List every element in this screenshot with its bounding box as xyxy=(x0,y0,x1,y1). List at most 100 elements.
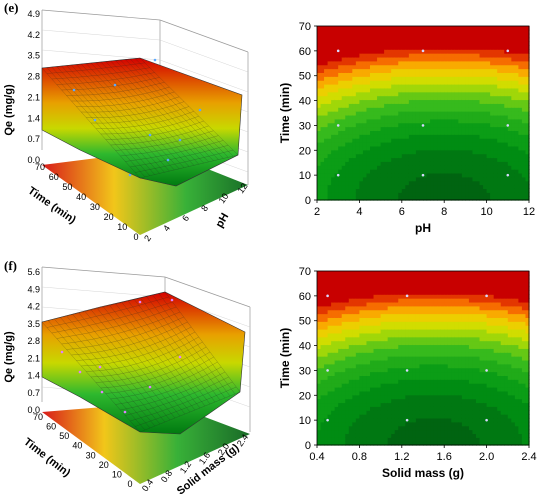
contour-cell xyxy=(454,145,459,151)
contour-cell xyxy=(451,134,456,139)
contour-cell xyxy=(380,76,385,81)
contour-cell xyxy=(423,309,428,315)
contour-cell xyxy=(394,161,399,166)
contour-cell xyxy=(419,359,424,365)
z-tick-label: 0.0 xyxy=(27,155,40,165)
contour-cell xyxy=(391,305,396,311)
contour-cell xyxy=(465,41,470,46)
contour-cell xyxy=(444,80,449,85)
contour-cell xyxy=(320,367,325,373)
contour-cell xyxy=(472,184,477,189)
contour-cell xyxy=(525,103,530,108)
contour-cell xyxy=(401,309,406,315)
contour-cell xyxy=(348,309,353,315)
contour-cell xyxy=(331,138,336,143)
contour-cell xyxy=(423,49,428,54)
contour-cell xyxy=(412,161,417,166)
contour-cell xyxy=(412,80,417,85)
contour-cell xyxy=(468,375,474,380)
time-tick-label: 30 xyxy=(90,202,100,212)
contour-cell xyxy=(370,421,375,427)
contour-cell xyxy=(373,37,378,43)
contour-cell xyxy=(504,37,509,43)
contour-cell xyxy=(380,68,385,73)
contour-cell xyxy=(412,149,417,155)
contour-cell xyxy=(324,184,329,189)
contour-cell xyxy=(398,375,403,380)
contour-cell xyxy=(334,45,339,50)
contour-cell xyxy=(405,161,410,166)
contour-cell xyxy=(384,53,389,58)
contour-cell xyxy=(426,282,431,288)
contour-cell xyxy=(444,111,449,116)
contour-cell xyxy=(324,118,329,124)
contour-cell xyxy=(384,126,389,131)
contour-cell xyxy=(493,107,498,112)
contour-cell xyxy=(440,169,445,174)
contour-cell xyxy=(451,437,456,442)
contour-cell xyxy=(461,375,466,380)
contour-cell xyxy=(387,134,392,139)
contour-cell xyxy=(359,33,364,39)
contour-cell xyxy=(514,145,519,151)
contour-cell xyxy=(514,126,519,131)
contour-cell xyxy=(394,111,399,116)
contour-cell xyxy=(334,406,339,411)
contour-cell xyxy=(384,149,389,155)
contour-cell xyxy=(405,402,410,407)
contour-cell xyxy=(419,184,424,189)
contour-cell xyxy=(433,278,438,284)
contour-cell xyxy=(348,352,353,357)
contour-cell xyxy=(320,371,325,376)
contour-cell xyxy=(430,298,435,303)
mesh-line xyxy=(46,296,169,328)
contour-cell xyxy=(472,321,477,326)
contour-cell xyxy=(362,313,368,318)
contour-cell xyxy=(352,161,357,166)
contour-cell xyxy=(444,184,449,189)
contour-cell xyxy=(465,37,470,43)
contour-cell xyxy=(454,398,459,404)
contour-cell xyxy=(380,180,385,186)
contour-cell xyxy=(359,184,364,189)
contour-cell xyxy=(423,33,428,39)
contour-cell xyxy=(327,367,332,373)
contour-cell xyxy=(423,398,428,404)
contour-cell xyxy=(320,161,325,166)
contour-cell xyxy=(419,321,424,326)
contour-cell xyxy=(468,348,474,353)
contour-cell xyxy=(451,402,456,407)
contour-cell xyxy=(521,157,527,162)
contour-cell xyxy=(437,33,442,39)
contour-cell xyxy=(419,37,424,43)
contour-cell xyxy=(345,184,350,189)
contour-cell xyxy=(331,433,336,438)
contour-cell xyxy=(514,134,519,139)
contour-cell xyxy=(359,64,364,70)
contour-cell xyxy=(483,53,488,58)
contour-cell xyxy=(394,138,399,143)
contour-cell xyxy=(433,142,438,147)
contour-cell xyxy=(500,138,505,143)
contour-cell xyxy=(415,379,421,384)
contour-cell xyxy=(373,111,378,116)
contour-cell xyxy=(451,336,456,342)
contour-cell xyxy=(359,437,364,442)
contour-cell xyxy=(507,157,512,162)
contour-cell xyxy=(324,410,329,415)
contour-cell xyxy=(447,356,452,361)
contour-cell xyxy=(461,410,466,415)
contour-cell xyxy=(483,157,488,162)
contour-cell xyxy=(377,37,382,43)
contour-cell xyxy=(493,176,498,182)
contour-cell xyxy=(504,134,509,139)
contour-cell xyxy=(440,406,445,411)
contour-cell xyxy=(370,72,375,77)
contour-cell xyxy=(317,87,322,93)
contour-cell xyxy=(398,387,403,392)
contour-cell xyxy=(447,157,452,162)
contour-cell xyxy=(465,118,470,124)
contour-cell xyxy=(320,321,325,326)
contour-cell xyxy=(440,414,445,419)
contour-cell xyxy=(465,294,470,299)
